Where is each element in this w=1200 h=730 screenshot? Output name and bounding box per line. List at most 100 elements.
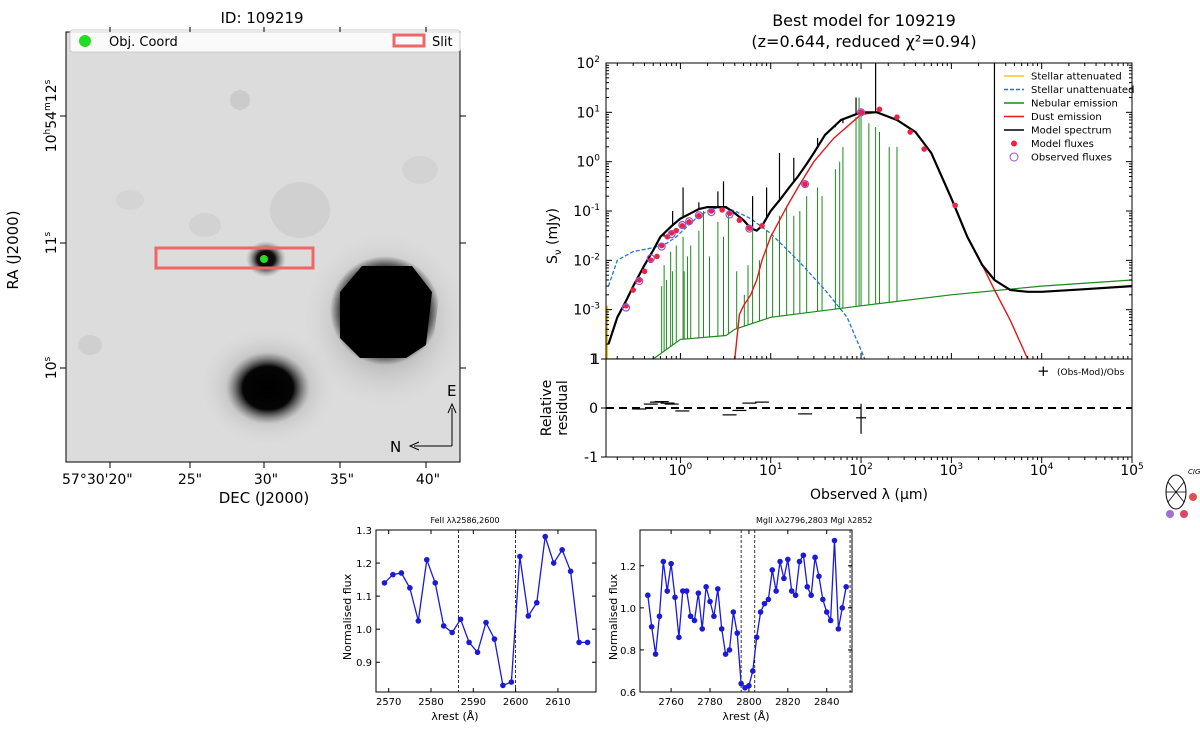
- residual-ylabel-1: Relative: [539, 380, 555, 436]
- mgii-point: [761, 600, 768, 607]
- model-flux-point: [736, 217, 743, 224]
- series-dust-emission: [734, 111, 1029, 359]
- model-flux-point: [802, 181, 808, 187]
- obj-coord-legend-marker: [79, 35, 91, 47]
- mgii-point: [718, 626, 725, 632]
- observed-flux-point: [657, 242, 666, 251]
- mgii-point: [676, 634, 682, 641]
- feii-point: [423, 556, 430, 563]
- model-flux-point: [668, 230, 675, 236]
- mgii-line: [647, 540, 847, 689]
- series-stellar-unattenuated: [607, 206, 866, 359]
- slit-box: [154, 246, 315, 270]
- sed-legend-label: Model spectrum: [1031, 126, 1112, 137]
- mgii-point: [812, 554, 818, 561]
- mgii-point: [831, 537, 838, 544]
- feii-point: [500, 682, 506, 689]
- mgii-point: [711, 613, 717, 620]
- mgii-xtick: 2760: [658, 697, 683, 708]
- slit-legend-marker: [392, 33, 426, 48]
- sed-ytick: 101: [576, 104, 600, 121]
- mgii-point: [827, 617, 834, 624]
- img-xtick-0: 57°30'20": [62, 472, 133, 488]
- feii-ytick: 0.9: [356, 658, 372, 669]
- observed-flux-point: [685, 217, 694, 226]
- sed-legend-label: Observed fluxes: [1031, 153, 1112, 164]
- feii-ytick: 1.3: [356, 526, 372, 537]
- feii-point: [508, 679, 515, 685]
- cigale-logo-text: CIGALE: [1188, 468, 1200, 476]
- model-flux-point: [630, 287, 636, 293]
- mgii-point: [672, 594, 678, 601]
- feii-panel: FeII λλ2586,2600 2570 2580 2590 2600 2610 0.9…: [341, 516, 597, 723]
- img-ytick-1: 11s: [43, 231, 60, 254]
- observed-flux-point: [621, 303, 631, 312]
- sed-subtitle: (z=0.644, reduced χ²=0.94): [751, 32, 976, 51]
- mgii-point: [679, 588, 686, 594]
- mgii-point: [746, 682, 752, 689]
- mgii-point: [738, 680, 744, 687]
- image-panel: ID: 109219 Obj. Coord Slit: [4, 9, 466, 507]
- model-flux-point: [876, 106, 883, 113]
- residual-ytick: 1: [589, 352, 598, 368]
- sed-xtick: 101: [759, 462, 783, 479]
- mgii-point: [816, 573, 822, 580]
- sed-legend-label: Stellar attenuated: [1031, 72, 1122, 83]
- neighbour-galaxy: [226, 352, 310, 424]
- feii-point: [525, 613, 532, 619]
- mgii-point: [691, 617, 698, 624]
- model-flux-point: [894, 114, 900, 120]
- mgii-point: [785, 556, 791, 563]
- mgii-ytick: 1.2: [620, 562, 636, 573]
- residual-ytick: 0: [589, 401, 598, 417]
- model-flux-point: [907, 129, 913, 135]
- sed-xlabel: Observed λ (μm): [810, 487, 928, 503]
- mgii-point: [664, 588, 671, 594]
- sed-ytick: 102: [576, 55, 600, 72]
- mgii-point: [687, 613, 694, 620]
- observed-flux-point: [667, 230, 676, 239]
- feii-point: [491, 636, 498, 642]
- feii-xtick: 2570: [376, 697, 401, 708]
- mgii-point: [777, 558, 783, 565]
- image-title: ID: 109219: [220, 9, 303, 27]
- object-marker: [260, 255, 268, 263]
- feii-point: [474, 649, 481, 656]
- sed-legend-label: Nebular emission: [1031, 99, 1118, 110]
- mgii-point: [695, 590, 702, 596]
- sed-ytick: 10-2: [573, 252, 600, 269]
- mgii-title: MgII λλ2796,2803 MgI λ2852: [756, 516, 873, 525]
- mgii-point: [808, 592, 814, 599]
- series-model-spectrum: [607, 111, 1132, 345]
- feii-point: [398, 570, 405, 576]
- img-ytick-2: 10s: [43, 356, 60, 379]
- sed-xtick: 103: [940, 462, 964, 479]
- feii-point: [449, 629, 455, 636]
- img-ytick-0: 10h54m12s: [43, 79, 60, 152]
- feii-point: [457, 616, 464, 623]
- observed-flux-point: [725, 210, 734, 219]
- legend-slit: Slit: [432, 35, 453, 50]
- mgii-frame: [639, 529, 853, 693]
- model-flux-point: [658, 242, 665, 249]
- legend-obj-coord: Obj. Coord: [109, 35, 178, 50]
- model-flux-point: [654, 253, 660, 260]
- residual-legend-marker: +: [1037, 362, 1050, 380]
- sed-xtick: 105: [1120, 462, 1144, 479]
- mgii-point: [839, 605, 846, 611]
- img-xtick-1: 25": [178, 472, 202, 488]
- feii-point: [407, 585, 413, 591]
- img-ylabel: RA (J2000): [4, 210, 22, 289]
- mgii-point: [750, 668, 756, 674]
- mgii-point: [753, 634, 760, 641]
- mgii-point: [788, 588, 795, 594]
- series-nebular-emission: [608, 279, 1132, 359]
- feii-point: [466, 639, 472, 646]
- model-flux-point: [679, 223, 686, 229]
- feii-point: [381, 580, 388, 586]
- feii-point: [517, 553, 523, 560]
- mgii-point: [765, 596, 772, 603]
- model-flux-point: [746, 225, 753, 231]
- mgii-point: [800, 552, 807, 559]
- feii-point: [440, 623, 447, 629]
